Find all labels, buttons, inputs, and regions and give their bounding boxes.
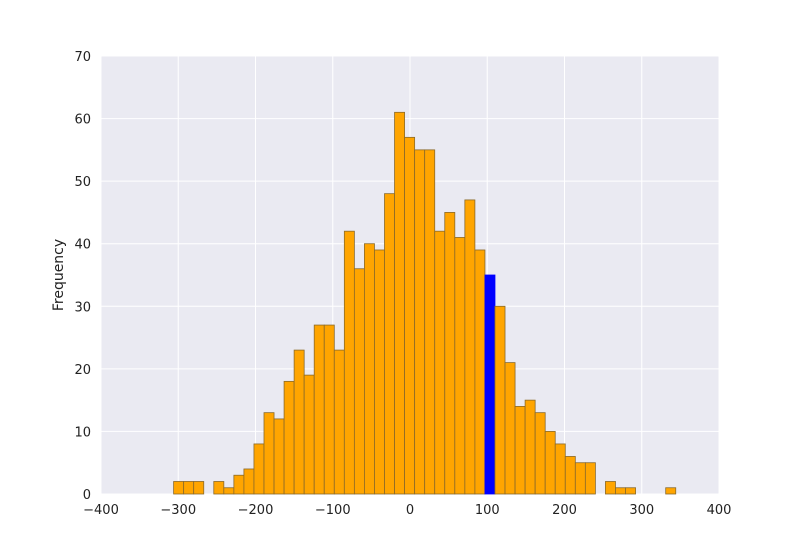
histogram-bar [564,456,576,495]
histogram-bar [504,362,516,495]
histogram-bar [434,230,446,495]
x-tick-label: 400 [707,503,732,518]
histogram-bar [514,405,526,495]
histogram-bar [464,199,476,495]
histogram-bar [625,487,636,495]
histogram-bar [424,149,436,495]
histogram-bar [323,324,335,495]
histogram-bar [213,481,225,495]
histogram-bar [293,349,305,495]
histogram-bar [414,149,426,495]
histogram-bar [494,305,506,495]
histogram-bar [353,268,365,495]
histogram-bar [544,431,556,495]
histogram-bar [554,443,566,495]
histogram-bar [615,487,626,495]
histogram-bar [454,237,466,495]
histogram-bar [303,374,315,495]
histogram-bar [524,399,536,495]
histogram-bar [364,243,375,495]
histogram-bar [183,481,195,495]
histogram-bar [534,412,546,495]
histogram-bar [173,481,185,495]
histogram-bar [233,474,245,495]
x-tick-label: 300 [629,503,654,518]
histogram-bar [273,418,285,495]
y-tick-label: 40 [74,238,91,253]
x-tick-label: 0 [406,503,414,518]
histogram-bar [444,212,456,495]
histogram-bar [253,443,265,495]
histogram-bar [283,380,295,495]
histogram-bar [243,468,255,495]
x-tick-label: 200 [552,503,577,518]
histogram-bar [263,412,275,495]
histogram-bar [333,349,345,495]
histogram-bar [193,481,205,495]
histogram-bar [223,487,235,495]
y-tick-label: 10 [74,425,91,440]
y-tick-label: 0 [83,488,91,503]
y-tick-label: 20 [74,363,91,378]
y-tick-label: 50 [74,175,91,190]
histogram-bar [374,249,385,495]
x-axis-ticks: −400 −300 −200 −100 0 100 200 300 400 [83,503,731,518]
histogram-bar [665,487,677,495]
y-tick-label: 30 [74,300,91,315]
x-tick-label: −200 [238,503,274,518]
x-tick-label: −100 [315,503,351,518]
histogram-bar [605,481,616,495]
histogram-bar [574,462,586,495]
x-tick-label: −400 [83,503,119,518]
y-axis-ticks: 0 10 20 30 40 50 60 70 [74,50,91,503]
x-tick-label: −300 [160,503,196,518]
y-axis-label: Frequency [51,239,67,311]
y-tick-label: 70 [74,50,91,65]
x-tick-label: 100 [475,503,500,518]
histogram-bar [474,249,486,495]
histogram-bar [404,136,416,495]
highlighted-histogram-bar [484,274,496,495]
histogram-bar [394,111,405,495]
y-tick-label: 60 [74,113,91,128]
histogram-bar [384,193,395,495]
histogram-bars [173,111,677,495]
histogram-bar [313,324,325,495]
histogram-bar [343,230,355,495]
histogram-bar [584,462,596,495]
